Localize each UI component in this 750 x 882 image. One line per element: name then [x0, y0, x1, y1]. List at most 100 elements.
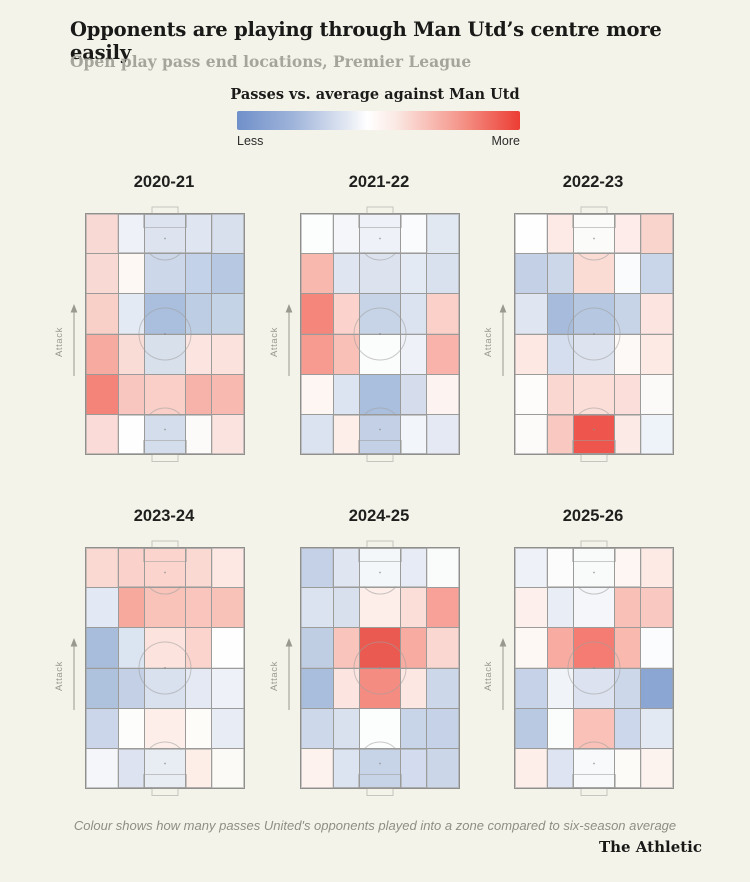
heat-cell: [401, 668, 426, 708]
heat-cell: [86, 548, 119, 588]
heat-cell: [426, 214, 459, 254]
heat-cell: [359, 668, 401, 708]
heat-cell: [515, 708, 548, 748]
heat-cell-grid: [301, 214, 459, 454]
heat-cell: [548, 588, 573, 628]
pitch-heatmap: Attack: [269, 540, 460, 796]
heat-cell: [640, 668, 673, 708]
season-title: 2023-24: [133, 507, 195, 525]
heat-cell: [548, 548, 573, 588]
heat-cell: [573, 668, 615, 708]
heat-cell: [401, 214, 426, 254]
heat-cell: [119, 588, 144, 628]
attack-label: Attack: [269, 661, 280, 691]
heat-cell: [515, 294, 548, 334]
pitch-heatmap: Attack: [483, 540, 674, 796]
heat-cell: [548, 708, 573, 748]
heat-cell: [515, 548, 548, 588]
heat-cell: [334, 668, 359, 708]
heat-cell: [144, 708, 186, 748]
heat-cell: [359, 588, 401, 628]
page-title: Opponents are playing through Man Utd’s …: [70, 18, 662, 64]
heat-cell: [515, 254, 548, 294]
heat-cell: [615, 628, 640, 668]
heat-cell: [640, 708, 673, 748]
season-panel: 2021-22 Attack: [269, 172, 460, 462]
heat-cell: [640, 628, 673, 668]
season-panel: 2022-23 Attack: [483, 172, 674, 462]
heat-cell: [86, 334, 119, 374]
heat-cell: [334, 334, 359, 374]
heat-cell: [573, 414, 615, 454]
season-panel: 2025-26 Attack: [483, 506, 674, 796]
heat-cell: [548, 668, 573, 708]
heat-cell: [334, 588, 359, 628]
season-panel: 2024-25 Attack: [269, 506, 460, 796]
heat-cell: [640, 214, 673, 254]
heat-cell: [426, 548, 459, 588]
heat-cell: [640, 254, 673, 294]
heat-cell: [548, 748, 573, 788]
heat-cell: [86, 374, 119, 414]
heat-cell: [186, 214, 211, 254]
attack-label: Attack: [54, 327, 65, 357]
legend-title: Passes vs. average against Man Utd: [230, 86, 520, 103]
heat-cell: [640, 548, 673, 588]
heat-cell: [359, 708, 401, 748]
heat-cell: [615, 334, 640, 374]
heat-cell: [426, 588, 459, 628]
heat-cell: [615, 668, 640, 708]
heat-cell: [359, 414, 401, 454]
page-subtitle: Open play pass end locations, Premier Le…: [70, 52, 472, 71]
heat-cell: [615, 708, 640, 748]
heat-cell: [119, 414, 144, 454]
heat-cell: [211, 668, 244, 708]
heat-cell: [186, 294, 211, 334]
heat-cell-grid: [515, 214, 673, 454]
heat-cell: [86, 254, 119, 294]
heat-cell: [301, 668, 334, 708]
heat-cell: [119, 254, 144, 294]
heat-cell: [640, 334, 673, 374]
heat-cell: [211, 214, 244, 254]
heat-cell: [119, 708, 144, 748]
heat-cell: [119, 668, 144, 708]
heat-cell: [573, 548, 615, 588]
publisher-credit: The Athletic: [598, 838, 702, 856]
attack-direction-arrow: Attack: [483, 304, 507, 376]
heat-cell: [86, 628, 119, 668]
heat-cell: [144, 334, 186, 374]
heat-cell: [515, 214, 548, 254]
heat-cell-grid: [515, 548, 673, 788]
heat-cell: [573, 334, 615, 374]
heat-cell: [426, 628, 459, 668]
season-panel: 2023-24 Attack: [54, 506, 245, 796]
heat-cell: [401, 708, 426, 748]
heat-cell: [211, 254, 244, 294]
heat-cell: [359, 374, 401, 414]
heat-cell: [144, 588, 186, 628]
heat-cell: [144, 548, 186, 588]
heat-cell: [615, 414, 640, 454]
heat-cell: [144, 414, 186, 454]
heat-cell: [186, 374, 211, 414]
season-title: 2024-25: [348, 507, 410, 525]
heat-cell: [615, 294, 640, 334]
heat-cell: [334, 254, 359, 294]
heat-cell: [359, 334, 401, 374]
heat-cell: [211, 628, 244, 668]
heat-cell: [186, 254, 211, 294]
colorbar-gradient: [237, 111, 520, 130]
heat-cell: [359, 548, 401, 588]
heat-cell: [119, 214, 144, 254]
heat-cell: [615, 214, 640, 254]
heat-cell: [401, 628, 426, 668]
heat-cell: [301, 588, 334, 628]
pitch-heatmap: Attack: [269, 206, 460, 462]
heat-cell: [86, 414, 119, 454]
heat-cell: [548, 214, 573, 254]
heat-cell: [359, 294, 401, 334]
heat-cell: [573, 374, 615, 414]
heat-cell: [515, 628, 548, 668]
heat-cell: [186, 668, 211, 708]
